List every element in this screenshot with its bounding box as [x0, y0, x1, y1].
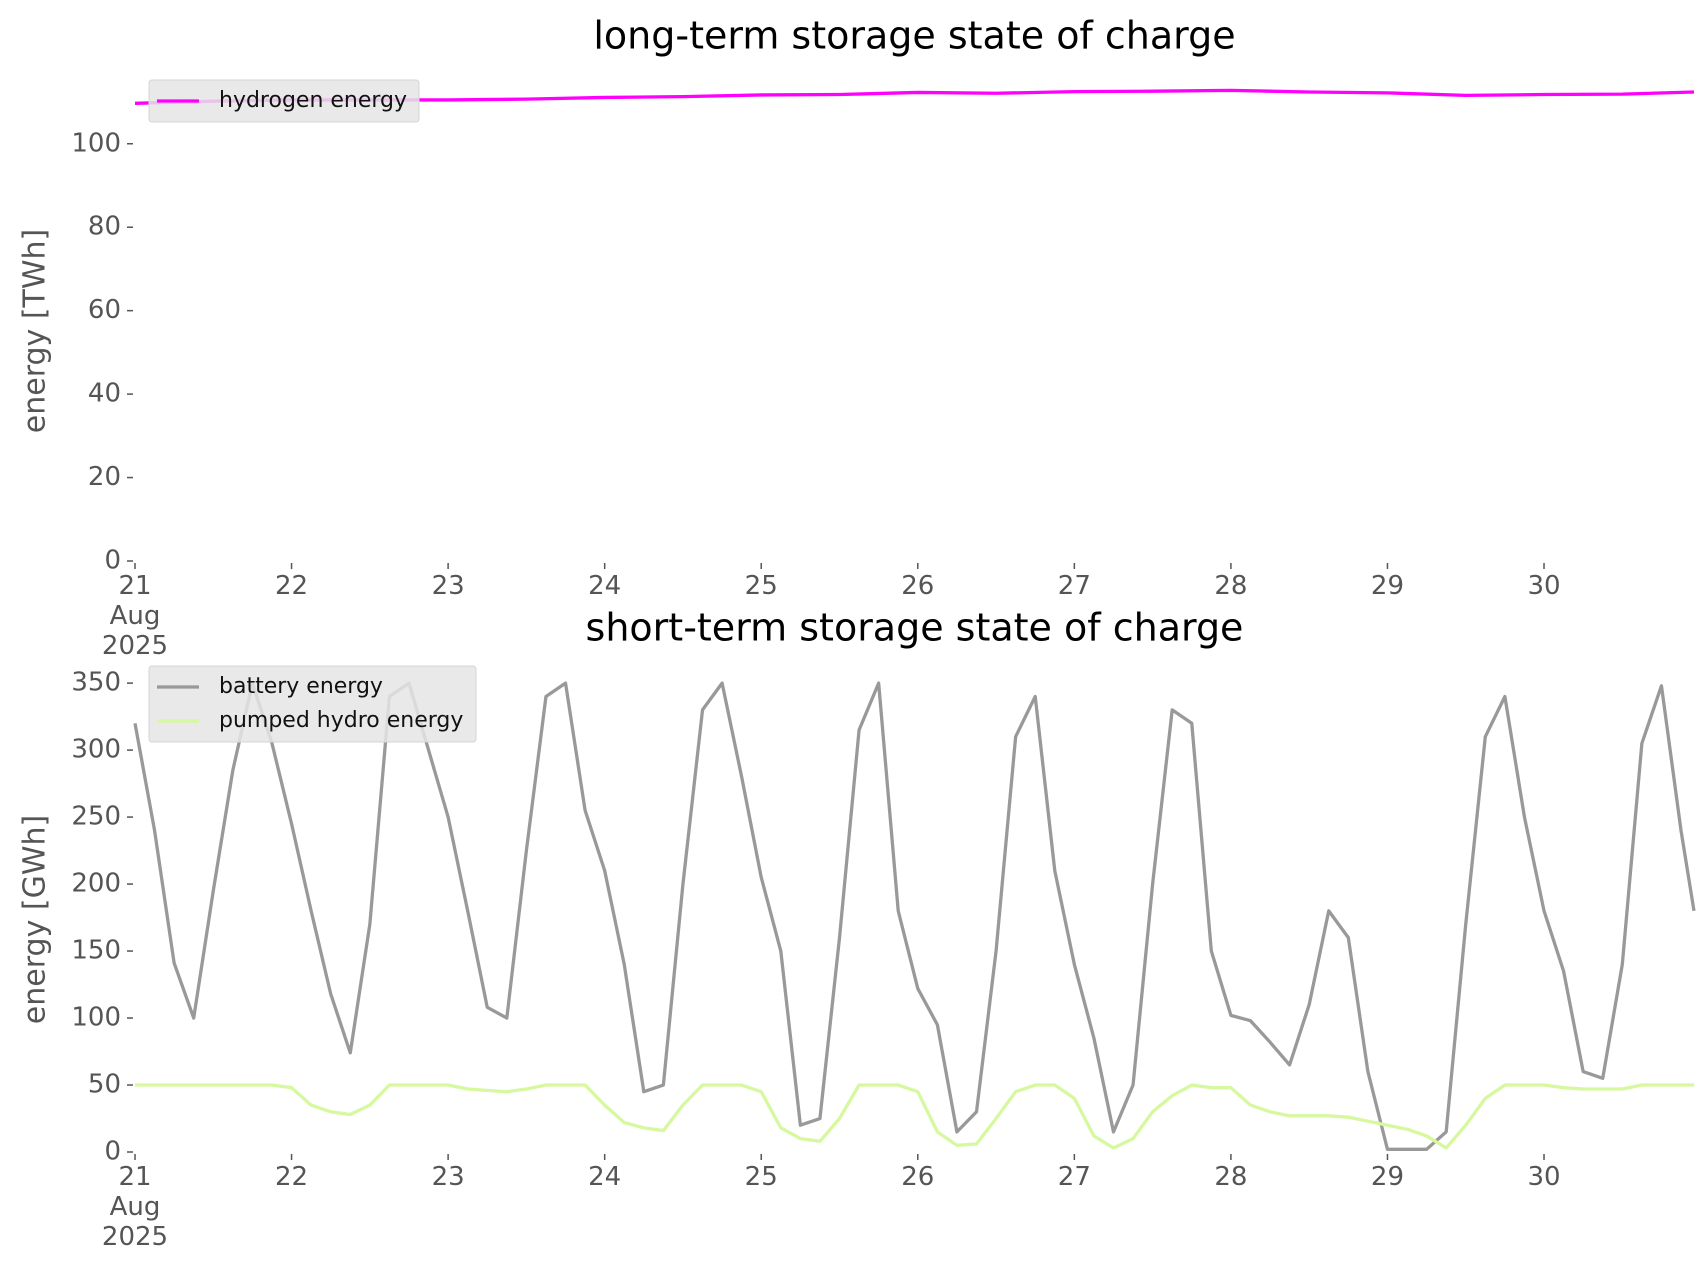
x-tick-label: 28	[1214, 1162, 1248, 1192]
x-tick-label-box: 26	[901, 1162, 935, 1192]
y-tick-label: 100	[71, 128, 121, 158]
x-tick-label: 26	[901, 1162, 935, 1192]
x-tick-label: 29	[1370, 1162, 1404, 1192]
x-tick-label-box: 24	[588, 571, 622, 601]
x-tick-label: 23	[431, 571, 465, 601]
x-tick-label: 24	[588, 571, 622, 601]
x-tick-label: 24	[588, 1162, 622, 1192]
y-axis-label: energy [GWh]	[18, 815, 53, 1024]
x-tick-label-box: 21 Aug 2025	[101, 1162, 169, 1252]
x-tick-label: 27	[1057, 571, 1091, 601]
legend-label: hydrogen energy	[219, 88, 407, 113]
y-tick-label: 100	[71, 1003, 121, 1033]
x-tick-label-box: 23	[431, 1162, 465, 1192]
y-tick-label: 200	[71, 869, 121, 899]
x-tick-label: 28	[1214, 571, 1248, 601]
x-tick-label-box: 24	[588, 1162, 622, 1192]
x-tick-label: 22	[275, 571, 309, 601]
legend-label: battery energy	[219, 674, 383, 699]
legend: hydrogen energy	[148, 79, 420, 123]
y-tick-label: 0	[104, 1137, 121, 1167]
x-tick-label: 22	[275, 1162, 309, 1192]
legend-label: pumped hydro energy	[219, 708, 463, 733]
x-tick-label: 25	[744, 1162, 778, 1192]
x-tick-label: 30	[1527, 571, 1561, 601]
x-tick-label-box: 23	[431, 571, 465, 601]
x-tick-label-box: 27	[1057, 1162, 1091, 1192]
legend: battery energy pumped hydro energy	[148, 665, 477, 743]
x-tick-label: 21 Aug 2025	[101, 571, 169, 661]
x-tick-label-box: 26	[901, 571, 935, 601]
y-tick-label: 300	[71, 735, 121, 765]
x-tick-label-box: 25	[744, 571, 778, 601]
series-line	[135, 1083, 1694, 1150]
x-tick-label-box: 29	[1370, 1162, 1404, 1192]
x-tick-label: 30	[1527, 1162, 1561, 1192]
y-tick-label: 250	[71, 802, 121, 832]
y-tick-label: 80	[88, 212, 121, 242]
x-tick-label-box: 30	[1527, 1162, 1561, 1192]
x-tick-label: 27	[1057, 1162, 1091, 1192]
y-tick-label: 40	[88, 379, 121, 409]
x-tick-label: 23	[431, 1162, 465, 1192]
x-tick-label-box: 30	[1527, 571, 1561, 601]
y-tick-label: 150	[71, 936, 121, 966]
y-tick-label: 20	[88, 462, 121, 492]
x-tick-label: 26	[901, 571, 935, 601]
y-tick-label: 350	[71, 668, 121, 698]
y-tick-label: 50	[88, 1070, 121, 1100]
series-line	[133, 681, 1696, 1151]
chart-title: long-term storage state of charge	[593, 14, 1235, 58]
x-tick-label-box: 22	[275, 571, 309, 601]
x-tick-label-box: 28	[1214, 1162, 1248, 1192]
legend-box	[148, 665, 477, 743]
x-tick-label-box: 28	[1214, 571, 1248, 601]
y-tick-label: 0	[104, 546, 121, 576]
y-axis-label: energy [TWh]	[18, 229, 53, 433]
legend-box	[148, 79, 420, 123]
x-tick-label-box: 29	[1370, 571, 1404, 601]
x-tick-label-box: 25	[744, 1162, 778, 1192]
x-tick-label-box: 21 Aug 2025	[101, 571, 169, 661]
x-tick-label: 25	[744, 571, 778, 601]
x-tick-label: 21 Aug 2025	[101, 1162, 169, 1252]
chart-title: short-term storage state of charge	[586, 606, 1244, 650]
y-tick-label: 60	[88, 295, 121, 325]
x-tick-label-box: 22	[275, 1162, 309, 1192]
x-tick-label: 29	[1370, 571, 1404, 601]
x-tick-label-box: 27	[1057, 571, 1091, 601]
